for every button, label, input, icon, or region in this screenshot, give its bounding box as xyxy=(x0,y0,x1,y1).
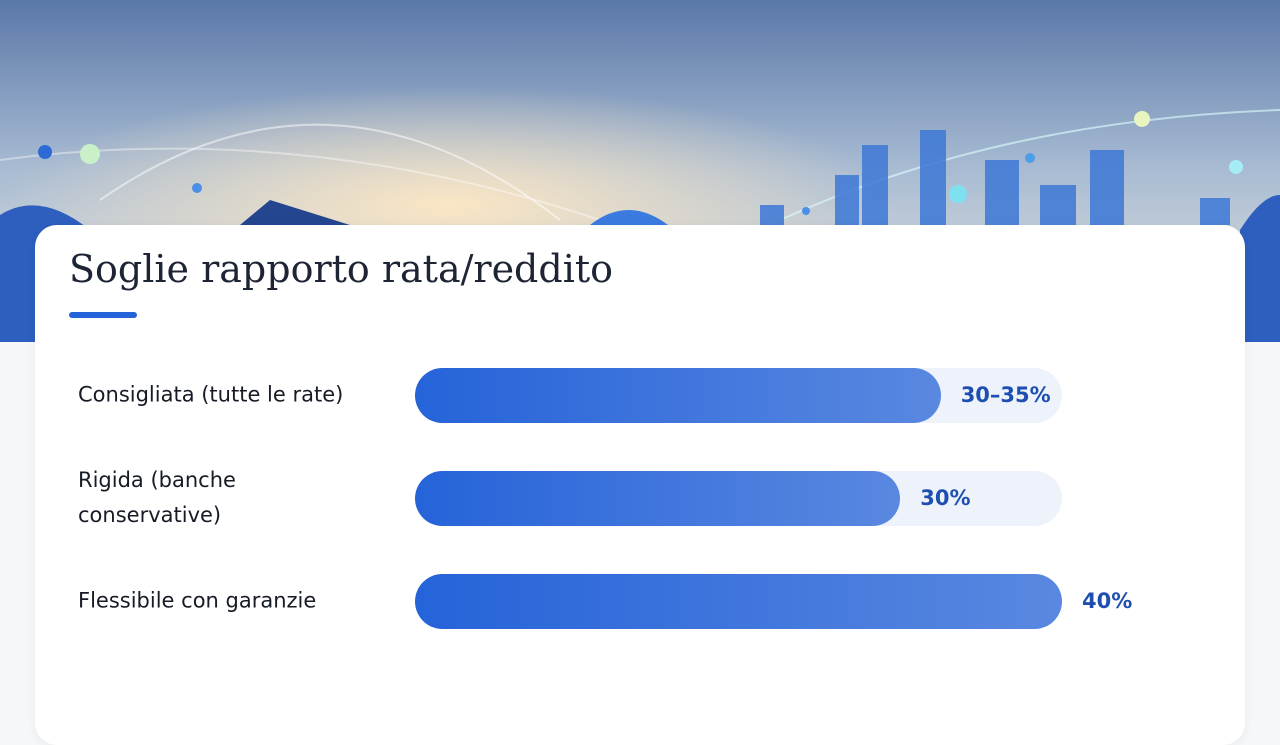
card: Soglie rapporto rata/reddito Consigliata… xyxy=(35,225,1245,745)
bar-track xyxy=(415,470,1062,526)
value-label: 30–35% xyxy=(960,383,1051,407)
bar xyxy=(415,470,901,526)
category-label: Rigida (banche conservative) xyxy=(78,468,236,527)
category-label: Flessibile con garanzie xyxy=(78,588,317,613)
bar xyxy=(415,573,1062,629)
value-label: 40% xyxy=(1082,589,1133,613)
bar xyxy=(415,367,941,423)
value-label: 30% xyxy=(920,486,971,510)
page: Soglie rapporto rata/reddito Consigliata… xyxy=(0,0,1280,629)
category-label: Consigliata (tutte le rate) xyxy=(78,382,344,407)
chart-title: Soglie rapporto rata/reddito xyxy=(69,247,614,291)
bar-track xyxy=(415,573,1062,629)
title-accent xyxy=(69,312,137,318)
bar-track xyxy=(415,367,1062,423)
